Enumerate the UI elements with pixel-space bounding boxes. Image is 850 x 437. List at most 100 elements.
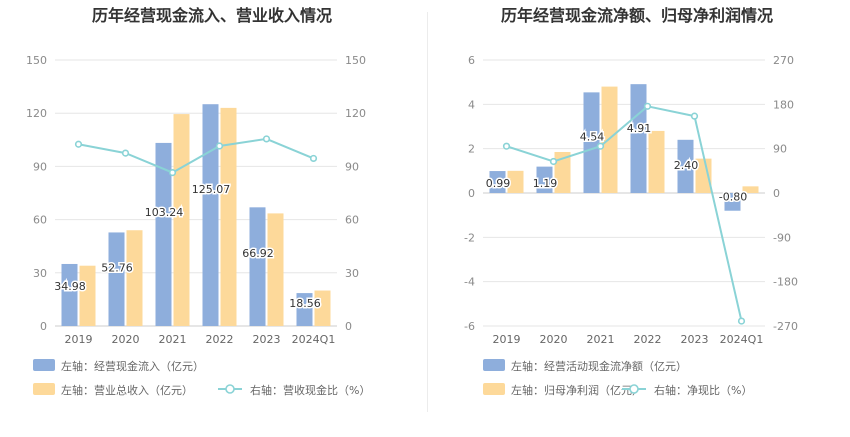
line-point — [74, 140, 83, 148]
left-axis-tick: -4 — [464, 276, 475, 289]
data-label: 125.07 — [192, 183, 231, 196]
bar-secondary — [742, 186, 759, 193]
left-axis-tick: 120 — [26, 107, 47, 120]
data-labels: 34.98 52.76 103.24 125.07 66.92 18.56 — [53, 181, 323, 311]
line-points — [74, 135, 318, 177]
data-label: -0.80 — [719, 191, 747, 204]
legend-swatch-point — [629, 384, 639, 394]
bar-secondary — [507, 170, 524, 193]
left-axis-tick: 60 — [33, 214, 47, 227]
legend-swatch-bar-primary — [33, 359, 55, 371]
bar-primary — [583, 92, 600, 193]
bar-primary — [61, 263, 78, 326]
chart-title: 历年经营现金流入、营业收入情况 — [92, 6, 332, 25]
legend-label: 右轴：营收现金比（%） — [250, 383, 370, 397]
chart-net-cashflow-profit: 历年经营现金流净额、归母净利润情况 -6 -4 -2 0 2 4 6 -270 -180 -90 0… — [464, 6, 798, 397]
bar-primary — [489, 171, 506, 193]
legend-swatch-bar-secondary — [33, 383, 55, 395]
right-axis-tick: 30 — [345, 267, 359, 280]
data-label: 2.40 — [674, 159, 699, 172]
gridlines — [483, 59, 765, 327]
line-point — [168, 169, 177, 177]
x-tick-label: 2019 — [65, 333, 93, 346]
x-tick-label: 2023 — [681, 333, 709, 346]
left-axis-tick: -6 — [464, 320, 475, 333]
left-axis-tick: 150 — [26, 54, 47, 67]
x-tick-label: 2022 — [634, 333, 662, 346]
left-axis-tick: 4 — [468, 98, 475, 111]
right-axis-tick: -180 — [773, 276, 798, 289]
right-axis-tick: 120 — [345, 107, 366, 120]
x-tick-label: 2023 — [253, 333, 281, 346]
line-point — [215, 142, 224, 150]
line-point — [309, 154, 318, 163]
x-tick-label: 2024Q1 — [292, 333, 336, 346]
line-point — [643, 102, 652, 110]
left-axis-tick: -2 — [464, 231, 475, 244]
data-label: 0.99 — [486, 177, 511, 190]
data-label: 103.24 — [145, 206, 184, 219]
axis-ticks: 0 30 60 90 120 150 0 30 60 90 120 150 — [26, 54, 366, 333]
bar-secondary — [314, 290, 331, 326]
legend-label: 右轴：净现比（%） — [654, 383, 752, 397]
x-axis-labels: 2019 2020 2021 2022 2023 2024Q1 — [65, 333, 336, 346]
right-axis-tick: 150 — [345, 54, 366, 67]
gridlines — [55, 59, 337, 327]
right-axis-tick: -90 — [773, 231, 791, 244]
left-axis-tick: 0 — [468, 187, 475, 200]
data-label: 52.76 — [101, 262, 133, 275]
line-point — [262, 135, 271, 143]
legend-swatch-point — [225, 384, 235, 394]
right-axis-tick: 0 — [773, 187, 780, 200]
line-point — [690, 112, 699, 120]
legend-label: 左轴：归母净利润（亿元） — [511, 383, 643, 397]
left-axis-tick: 2 — [468, 143, 475, 156]
data-label: 34.98 — [54, 280, 86, 293]
bar-primary — [677, 139, 694, 193]
right-axis-tick: 270 — [773, 54, 794, 67]
x-tick-label: 2020 — [112, 333, 140, 346]
series-line — [506, 105, 743, 322]
bar-primary — [202, 104, 219, 326]
right-axis-tick: 90 — [773, 143, 787, 156]
x-tick-label: 2021 — [159, 333, 187, 346]
legend: 左轴：经营活动现金流净额（亿元） 左轴：归母净利润（亿元） 右轴：净现比（%） — [483, 359, 752, 397]
legend: 左轴：经营现金流入（亿元） 左轴：营业总收入（亿元） 右轴：营收现金比（%） — [33, 359, 370, 397]
right-axis-tick: 60 — [345, 214, 359, 227]
data-label: 18.56 — [289, 297, 321, 310]
left-axis-tick: 30 — [33, 267, 47, 280]
bar-secondary — [648, 130, 665, 193]
bar-secondary — [126, 230, 143, 326]
bar-secondary — [554, 151, 571, 193]
series-line — [78, 137, 314, 174]
left-axis-tick: 90 — [33, 160, 47, 173]
legend-label: 左轴：经营现金流入（亿元） — [61, 359, 204, 373]
right-axis-tick: 180 — [773, 98, 794, 111]
axis-ticks: -6 -4 -2 0 2 4 6 -270 -180 -90 0 90 180 270 — [464, 54, 798, 333]
line-point — [549, 157, 558, 166]
bar-primary — [155, 142, 172, 326]
legend-label: 左轴：营业总收入（亿元） — [61, 383, 193, 397]
x-tick-label: 2022 — [206, 333, 234, 346]
chart-cash-inflow-revenue: 历年经营现金流入、营业收入情况 0 30 60 90 120 150 0 30 60 90 120 1… — [26, 6, 370, 397]
bar-secondary — [173, 114, 190, 326]
right-axis-tick: -270 — [773, 320, 798, 333]
bar-primary — [108, 232, 125, 326]
data-labels: 0.99 1.19 4.54 4.91 2.40 -0.80 — [484, 121, 748, 206]
data-label: 1.19 — [533, 177, 558, 190]
right-axis-tick: 90 — [345, 160, 359, 173]
x-tick-label: 2024Q1 — [720, 333, 764, 346]
legend-swatch-bar-primary — [483, 359, 505, 371]
x-tick-label: 2021 — [587, 333, 615, 346]
right-axis-tick: 0 — [345, 320, 352, 333]
x-tick-label: 2019 — [493, 333, 521, 346]
line-points — [502, 102, 746, 325]
x-axis-labels: 2019 2020 2021 2022 2023 2024Q1 — [493, 333, 764, 346]
bar-primary — [630, 84, 647, 193]
bar-secondary — [79, 265, 96, 326]
bar-primary — [296, 293, 313, 326]
bar-primary — [536, 166, 553, 193]
data-label: 4.91 — [627, 122, 652, 135]
line-point — [737, 317, 746, 325]
line-point — [121, 149, 130, 157]
